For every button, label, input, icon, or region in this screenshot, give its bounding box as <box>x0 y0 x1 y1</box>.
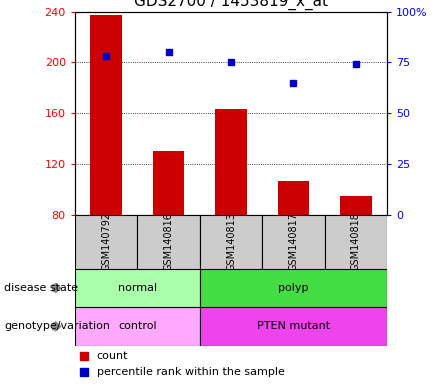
Text: PTEN mutant: PTEN mutant <box>257 321 330 331</box>
Text: GSM140792: GSM140792 <box>101 212 111 271</box>
Bar <box>91 15 121 215</box>
Bar <box>200 269 387 307</box>
Text: polyp: polyp <box>278 283 309 293</box>
Bar <box>200 215 262 269</box>
Bar <box>137 215 200 269</box>
Text: GSM140816: GSM140816 <box>164 212 173 271</box>
Text: GSM140813: GSM140813 <box>226 212 236 271</box>
Text: percentile rank within the sample: percentile rank within the sample <box>97 366 285 377</box>
Bar <box>325 215 387 269</box>
Bar <box>153 151 184 215</box>
Bar <box>200 307 387 346</box>
Text: disease state: disease state <box>4 283 78 293</box>
Title: GDS2700 / 1453819_x_at: GDS2700 / 1453819_x_at <box>134 0 328 10</box>
Bar <box>75 307 200 346</box>
Text: genotype/variation: genotype/variation <box>4 321 110 331</box>
Text: GSM140818: GSM140818 <box>351 212 361 271</box>
Bar <box>262 215 325 269</box>
Text: GSM140817: GSM140817 <box>289 212 298 271</box>
Bar <box>75 215 137 269</box>
Text: count: count <box>97 351 128 361</box>
Text: control: control <box>118 321 157 331</box>
Bar <box>278 181 309 215</box>
Text: normal: normal <box>118 283 157 293</box>
Bar <box>75 269 200 307</box>
Bar <box>216 109 247 215</box>
Bar <box>341 196 372 215</box>
